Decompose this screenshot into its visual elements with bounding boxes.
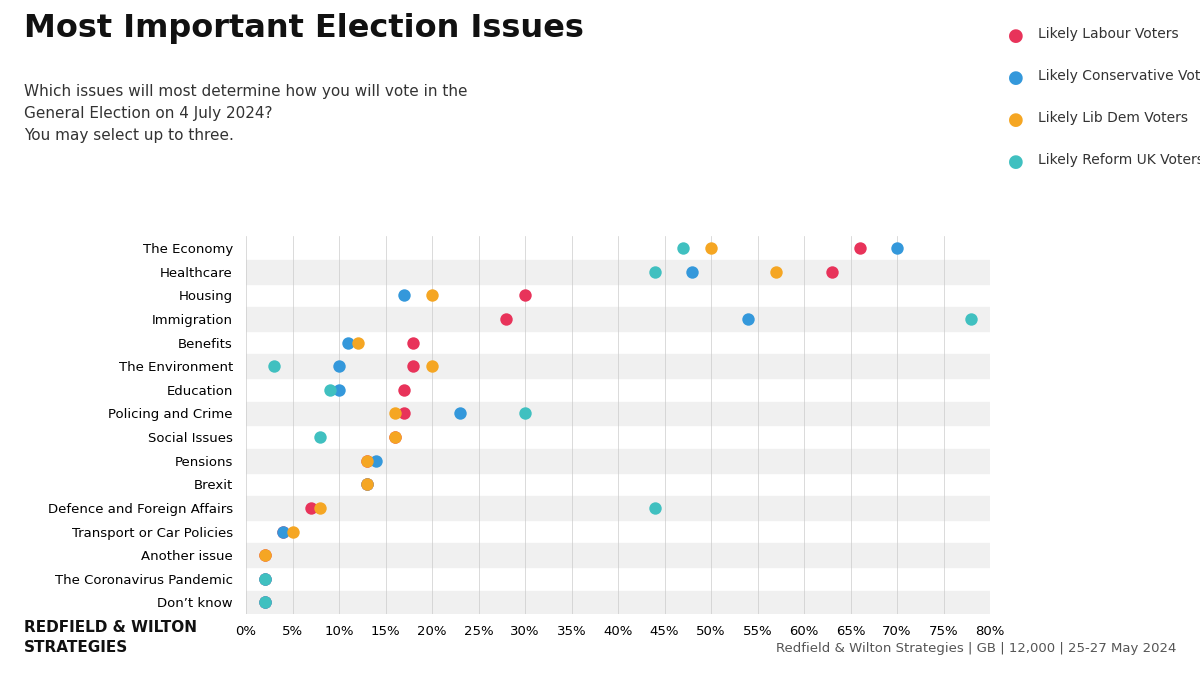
Point [403, 338, 424, 348]
Bar [246, 402, 990, 425]
Point [497, 313, 516, 325]
Point [962, 313, 982, 325]
Point [385, 432, 404, 443]
Point [395, 385, 414, 396]
Point [311, 502, 330, 513]
Point [767, 267, 786, 277]
Point [329, 360, 349, 371]
Bar [246, 260, 990, 284]
Point [673, 243, 692, 254]
Text: ●: ● [1008, 27, 1024, 45]
Point [646, 502, 665, 513]
Text: REDFIELD & WILTON
STRATEGIES: REDFIELD & WILTON STRATEGIES [24, 620, 197, 655]
Point [683, 267, 702, 277]
Point [254, 549, 274, 560]
Point [516, 290, 535, 301]
Point [254, 574, 274, 585]
Point [888, 243, 907, 254]
Point [403, 360, 424, 371]
Point [254, 597, 274, 608]
Text: ●: ● [1008, 153, 1024, 171]
Point [254, 574, 274, 585]
Point [320, 385, 340, 396]
Text: Likely Reform UK Voters: Likely Reform UK Voters [1038, 153, 1200, 167]
Text: Redfield & Wilton Strategies | GB | 12,000 | 25-27 May 2024: Redfield & Wilton Strategies | GB | 12,0… [775, 642, 1176, 655]
Point [358, 479, 377, 490]
Text: Most Important Election Issues: Most Important Election Issues [24, 14, 584, 45]
Point [338, 338, 358, 348]
Bar [246, 591, 990, 614]
Point [422, 360, 442, 371]
Point [367, 455, 386, 466]
Bar [246, 543, 990, 567]
Point [450, 408, 469, 418]
Point [358, 479, 377, 490]
Point [516, 408, 535, 418]
Text: Likely Conservative Voters: Likely Conservative Voters [1038, 69, 1200, 83]
Point [274, 526, 293, 537]
Bar [246, 449, 990, 472]
Bar [246, 354, 990, 378]
Point [646, 267, 665, 277]
Point [254, 597, 274, 608]
Point [358, 455, 377, 466]
Text: ●: ● [1008, 69, 1024, 87]
Text: Likely Lib Dem Voters: Likely Lib Dem Voters [1038, 111, 1188, 125]
Point [739, 313, 758, 325]
Point [254, 574, 274, 585]
Point [264, 360, 283, 371]
Point [385, 408, 404, 418]
Point [358, 455, 377, 466]
Point [329, 385, 349, 396]
Point [311, 432, 330, 443]
Point [274, 526, 293, 537]
Text: ●: ● [1008, 111, 1024, 129]
Text: Which issues will most determine how you will vote in the
General Election on 4 : Which issues will most determine how you… [24, 84, 468, 142]
Point [301, 502, 320, 513]
Point [395, 408, 414, 418]
Point [254, 597, 274, 608]
Point [701, 243, 720, 254]
Point [422, 290, 442, 301]
Point [283, 526, 302, 537]
Point [822, 267, 841, 277]
Point [395, 290, 414, 301]
Text: Likely Labour Voters: Likely Labour Voters [1038, 27, 1178, 41]
Point [851, 243, 870, 254]
Point [348, 338, 367, 348]
Bar [246, 496, 990, 520]
Point [254, 549, 274, 560]
Point [385, 432, 404, 443]
Point [358, 479, 377, 490]
Bar [246, 307, 990, 331]
